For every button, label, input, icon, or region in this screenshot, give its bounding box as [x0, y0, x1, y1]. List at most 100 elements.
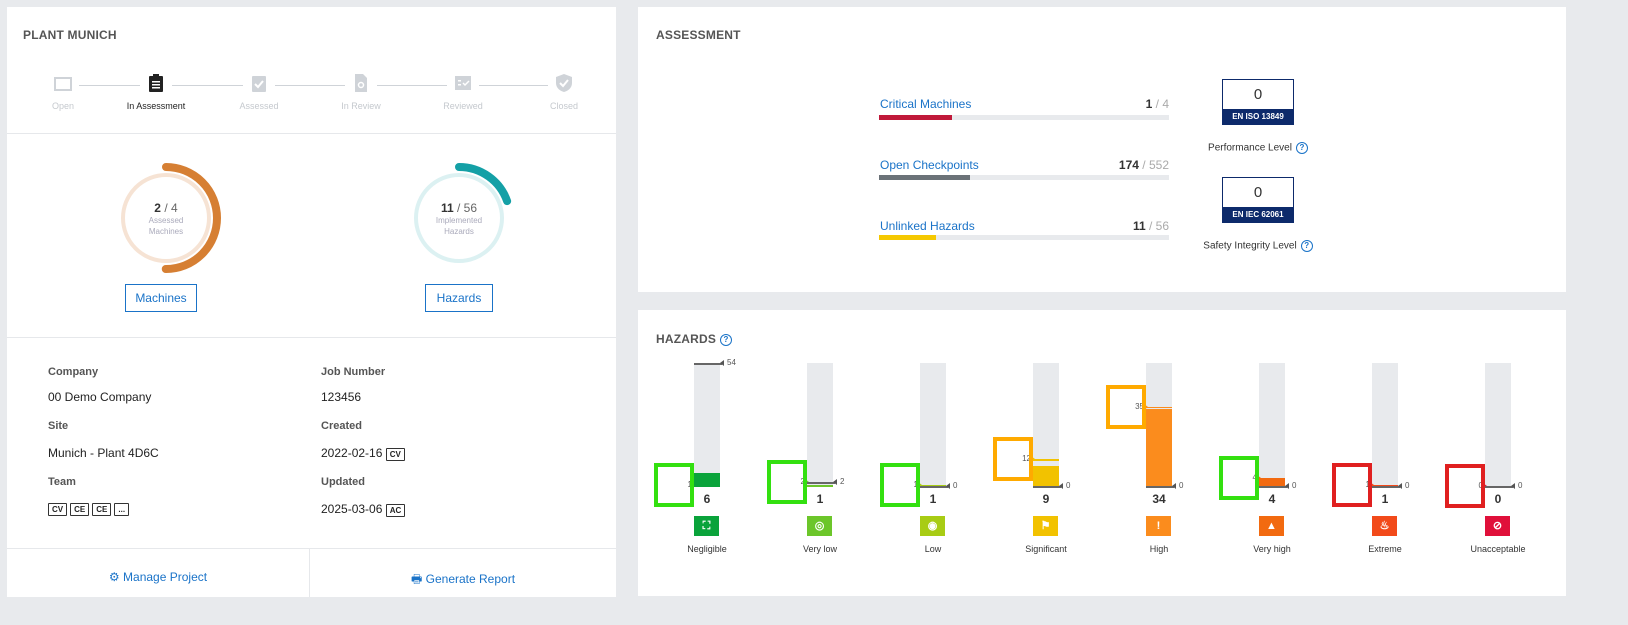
left-marker-arrow	[1257, 474, 1261, 481]
generate-report-button[interactable]: 🖶 Generate Report	[310, 570, 616, 591]
created-label: Created	[321, 420, 362, 432]
open-checkpoints-value: 174 / 552	[1118, 158, 1169, 172]
hazards-gauge: 11 / 56 Implemented Hazards	[399, 158, 519, 278]
team-label: Team	[48, 476, 76, 488]
left-marker-line	[920, 484, 946, 487]
right-marker-label: 0	[1518, 481, 1523, 490]
exclamation-icon[interactable]: !	[1146, 516, 1171, 536]
hazard-count: 34	[1152, 492, 1166, 506]
right-marker-arrow	[833, 479, 837, 486]
left-marker-label: 2	[800, 477, 805, 487]
user-tag[interactable]: AC	[385, 504, 406, 517]
hazards-gauge-ring	[404, 163, 514, 273]
highlight-box	[767, 460, 807, 505]
right-marker-label: 0	[1066, 481, 1071, 490]
left-marker-label: 1	[1365, 479, 1370, 489]
category-label: Very high	[1253, 544, 1291, 554]
label: Safety Integrity Level	[1203, 240, 1297, 252]
corners-icon[interactable]: ⛶	[694, 516, 719, 536]
bar-track	[920, 363, 946, 487]
category-label: Extreme	[1368, 544, 1402, 554]
user-tag[interactable]: CE	[92, 503, 112, 516]
category-label: Very low	[802, 544, 837, 554]
more-users-tag[interactable]: ...	[114, 503, 130, 516]
total: 552	[1148, 158, 1169, 172]
left-marker-arrow	[1483, 482, 1487, 489]
right-marker-label: 0	[1292, 481, 1297, 490]
target-icon[interactable]: ◉	[920, 516, 945, 536]
left-marker-line	[1372, 484, 1398, 487]
warning-triangle-icon[interactable]: ▲	[1259, 516, 1284, 536]
step-in-assessment: In Assessment	[116, 73, 196, 111]
hazard-count: 4	[1268, 492, 1276, 506]
right-marker-arrow	[1398, 483, 1402, 489]
bar-fill	[879, 235, 936, 240]
value: 174	[1118, 158, 1139, 172]
performance-value: 0	[1253, 86, 1263, 103]
site-label: Site	[48, 420, 69, 432]
gauge-caption: Assessed	[148, 216, 184, 225]
total: 56	[1155, 219, 1169, 233]
performance-standard: EN ISO 13849	[1223, 109, 1293, 124]
bar-negligible	[694, 473, 720, 487]
printer-icon: 🖶	[410, 572, 423, 586]
sil-value: 0	[1253, 184, 1263, 201]
user-tag[interactable]: CV	[385, 448, 405, 461]
right-marker-line	[920, 486, 948, 488]
focus-icon[interactable]: ◎	[807, 516, 832, 536]
hazard-count: 0	[1494, 492, 1502, 506]
manage-project-button[interactable]: ⚙ Manage Project	[7, 570, 309, 584]
left-marker-arrow	[692, 481, 696, 488]
left-marker-label: 1	[687, 479, 692, 489]
bar-fill	[879, 115, 952, 120]
left-marker-label: 35	[1135, 401, 1144, 411]
user-tag[interactable]: CE	[70, 503, 90, 516]
separator: /	[453, 201, 464, 215]
step-connector	[479, 85, 548, 86]
hazard-total: 56	[463, 201, 478, 215]
open-checkpoints-link[interactable]: Open Checkpoints	[880, 158, 979, 172]
company-label: Company	[48, 366, 99, 378]
left-marker-label: 4	[1252, 472, 1257, 482]
updated-value: 2025-03-06 AC	[321, 502, 408, 517]
critical-machines-bar	[879, 115, 1169, 120]
unlinked-hazards-link[interactable]: Unlinked Hazards	[880, 219, 975, 233]
left-marker-label: 1	[913, 479, 918, 489]
checklist-icon	[455, 76, 471, 90]
bar-very-high	[1259, 477, 1285, 487]
bar-significant	[1033, 466, 1059, 487]
site-value: Munich - Plant 4D6C	[48, 446, 159, 460]
gear-icon: ⚙	[108, 570, 120, 584]
left-marker-line	[1146, 406, 1172, 409]
highlight-box	[1445, 463, 1485, 508]
assessment-panel	[638, 7, 1566, 292]
step-closed: Closed	[524, 73, 604, 111]
right-marker-label: 0	[1179, 481, 1184, 490]
machines-button[interactable]: Machines	[125, 284, 197, 312]
hazards-button[interactable]: Hazards	[425, 284, 493, 312]
highlight-box	[1332, 462, 1372, 507]
help-icon[interactable]: ?	[1295, 142, 1308, 154]
prohibited-icon[interactable]: ⊘	[1485, 516, 1510, 536]
fire-icon[interactable]: ♨	[1372, 516, 1397, 536]
step-in-review: In Review	[321, 73, 401, 111]
left-marker-label: 0	[1478, 480, 1483, 490]
bar-fill	[879, 175, 971, 180]
right-marker-label: 2	[840, 477, 845, 487]
shield-check-icon	[556, 74, 572, 92]
label: Performance Level	[1208, 142, 1292, 154]
user-tag[interactable]: CV	[48, 503, 68, 516]
right-marker-arrow	[1059, 483, 1063, 489]
flag-icon[interactable]: ⚑	[1033, 516, 1058, 536]
gauge-caption: Machines	[148, 227, 184, 236]
highlight-box	[993, 437, 1033, 482]
category-label: Negligible	[687, 544, 727, 554]
open-checkpoints-bar	[879, 175, 1169, 180]
right-marker-label: 0	[1405, 481, 1410, 490]
step-label: Assessed	[239, 101, 279, 111]
help-icon[interactable]: ?	[720, 333, 733, 346]
help-icon[interactable]: ?	[1300, 240, 1313, 252]
divider	[7, 337, 616, 338]
highlight-box	[654, 462, 694, 507]
critical-machines-link[interactable]: Critical Machines	[880, 97, 972, 111]
